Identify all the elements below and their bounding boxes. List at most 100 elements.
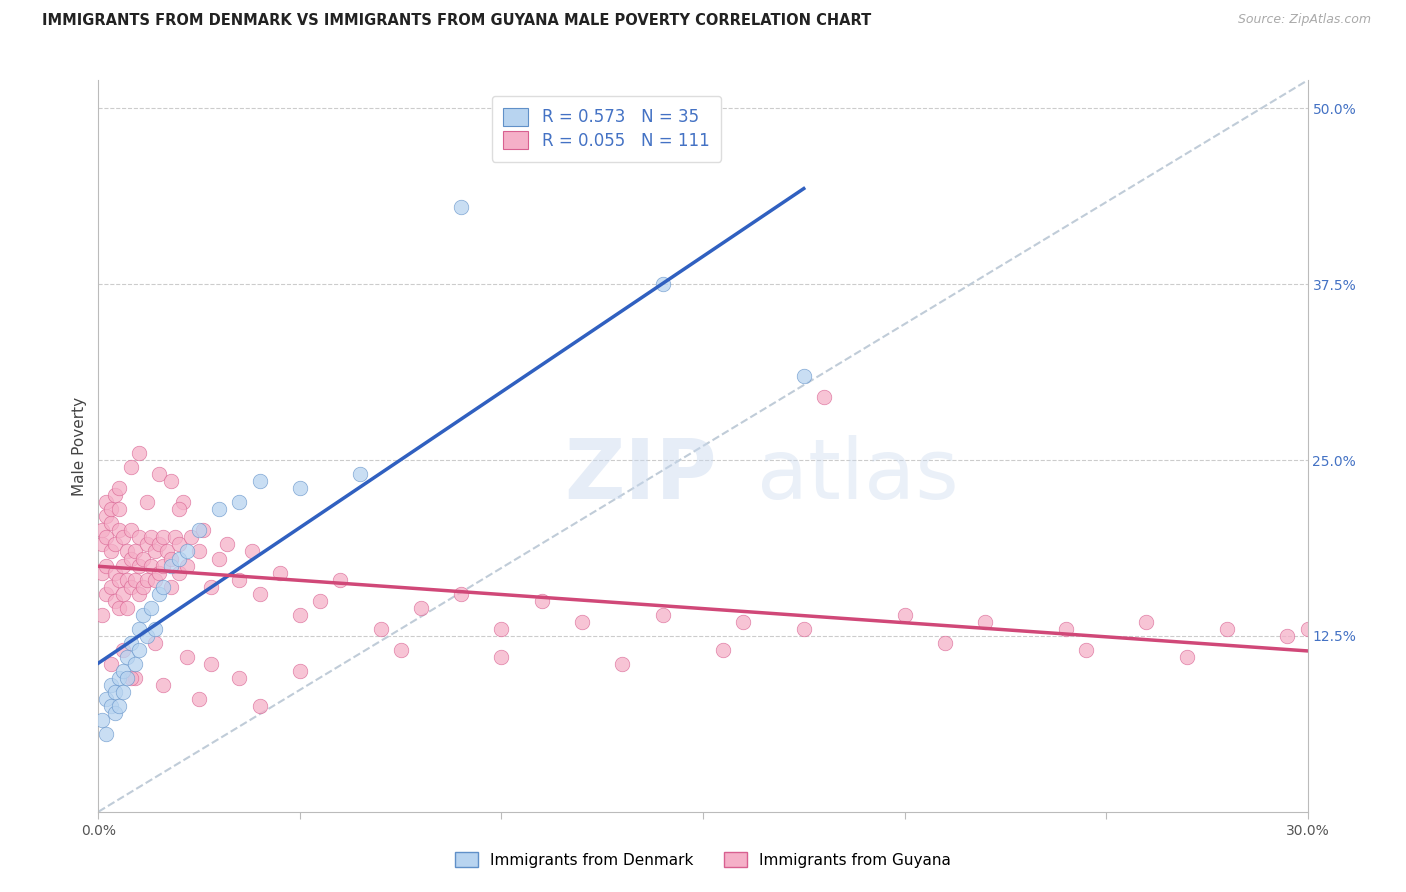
Point — [96, 509, 118, 524]
Point — [132, 580, 155, 594]
Point — [128, 446, 150, 460]
Point — [139, 600, 162, 615]
Point — [240, 544, 263, 558]
Point — [96, 530, 118, 544]
Point — [143, 544, 166, 558]
Point — [91, 537, 114, 551]
Point — [115, 544, 138, 558]
Point — [167, 551, 190, 566]
Point — [111, 558, 134, 573]
Point — [115, 650, 138, 665]
Point — [128, 530, 150, 544]
Point — [1175, 650, 1198, 665]
Point — [96, 692, 118, 706]
Point — [530, 593, 553, 607]
Point — [1074, 643, 1097, 657]
Point — [100, 502, 122, 516]
Point — [107, 573, 129, 587]
Point — [188, 544, 211, 558]
Point — [120, 551, 142, 566]
Point — [100, 678, 122, 692]
Point — [288, 607, 311, 622]
Point — [100, 657, 122, 671]
Point — [228, 671, 250, 685]
Point — [288, 664, 311, 678]
Point — [934, 636, 956, 650]
Point — [100, 516, 122, 531]
Point — [208, 502, 231, 516]
Point — [228, 495, 250, 509]
Point — [107, 502, 129, 516]
Point — [200, 580, 222, 594]
Point — [160, 580, 183, 594]
Text: IMMIGRANTS FROM DENMARK VS IMMIGRANTS FROM GUYANA MALE POVERTY CORRELATION CHART: IMMIGRANTS FROM DENMARK VS IMMIGRANTS FR… — [42, 13, 872, 29]
Point — [208, 551, 231, 566]
Point — [167, 566, 190, 580]
Point — [135, 573, 157, 587]
Point — [152, 530, 174, 544]
Point — [96, 558, 118, 573]
Point — [100, 580, 122, 594]
Point — [288, 481, 311, 495]
Point — [132, 607, 155, 622]
Point — [135, 495, 157, 509]
Point — [200, 657, 222, 671]
Point — [107, 524, 129, 538]
Point — [103, 593, 125, 607]
Point — [249, 587, 271, 601]
Text: Source: ZipAtlas.com: Source: ZipAtlas.com — [1237, 13, 1371, 27]
Point — [733, 615, 755, 629]
Point — [1216, 622, 1239, 636]
Point — [111, 664, 134, 678]
Point — [124, 573, 146, 587]
Point — [176, 558, 198, 573]
Point — [450, 587, 472, 601]
Point — [152, 558, 174, 573]
Point — [111, 530, 134, 544]
Point — [217, 537, 239, 551]
Point — [160, 558, 183, 573]
Point — [111, 685, 134, 699]
Point — [148, 566, 170, 580]
Point — [143, 573, 166, 587]
Point — [107, 699, 129, 714]
Point — [135, 629, 157, 643]
Point — [128, 587, 150, 601]
Point — [103, 537, 125, 551]
Point — [491, 650, 513, 665]
Point — [172, 495, 194, 509]
Point — [249, 474, 271, 488]
Point — [188, 692, 211, 706]
Point — [269, 566, 291, 580]
Point — [711, 643, 734, 657]
Point — [124, 657, 146, 671]
Point — [120, 524, 142, 538]
Point — [143, 636, 166, 650]
Point — [813, 390, 835, 404]
Point — [100, 544, 122, 558]
Point — [491, 622, 513, 636]
Legend: R = 0.573   N = 35, R = 0.055   N = 111: R = 0.573 N = 35, R = 0.055 N = 111 — [492, 96, 721, 161]
Point — [96, 587, 118, 601]
Legend: Immigrants from Denmark, Immigrants from Guyana: Immigrants from Denmark, Immigrants from… — [449, 846, 957, 873]
Point — [111, 587, 134, 601]
Y-axis label: Male Poverty: Male Poverty — [72, 396, 87, 496]
Point — [176, 650, 198, 665]
Point — [135, 537, 157, 551]
Point — [148, 587, 170, 601]
Point — [128, 643, 150, 657]
Point — [160, 474, 183, 488]
Point — [91, 714, 114, 728]
Point — [96, 495, 118, 509]
Point — [111, 643, 134, 657]
Point — [100, 699, 122, 714]
Point — [612, 657, 634, 671]
Point — [120, 671, 142, 685]
Point — [152, 580, 174, 594]
Point — [107, 481, 129, 495]
Point — [893, 607, 915, 622]
Point — [193, 524, 215, 538]
Point — [91, 524, 114, 538]
Point — [132, 551, 155, 566]
Point — [156, 544, 179, 558]
